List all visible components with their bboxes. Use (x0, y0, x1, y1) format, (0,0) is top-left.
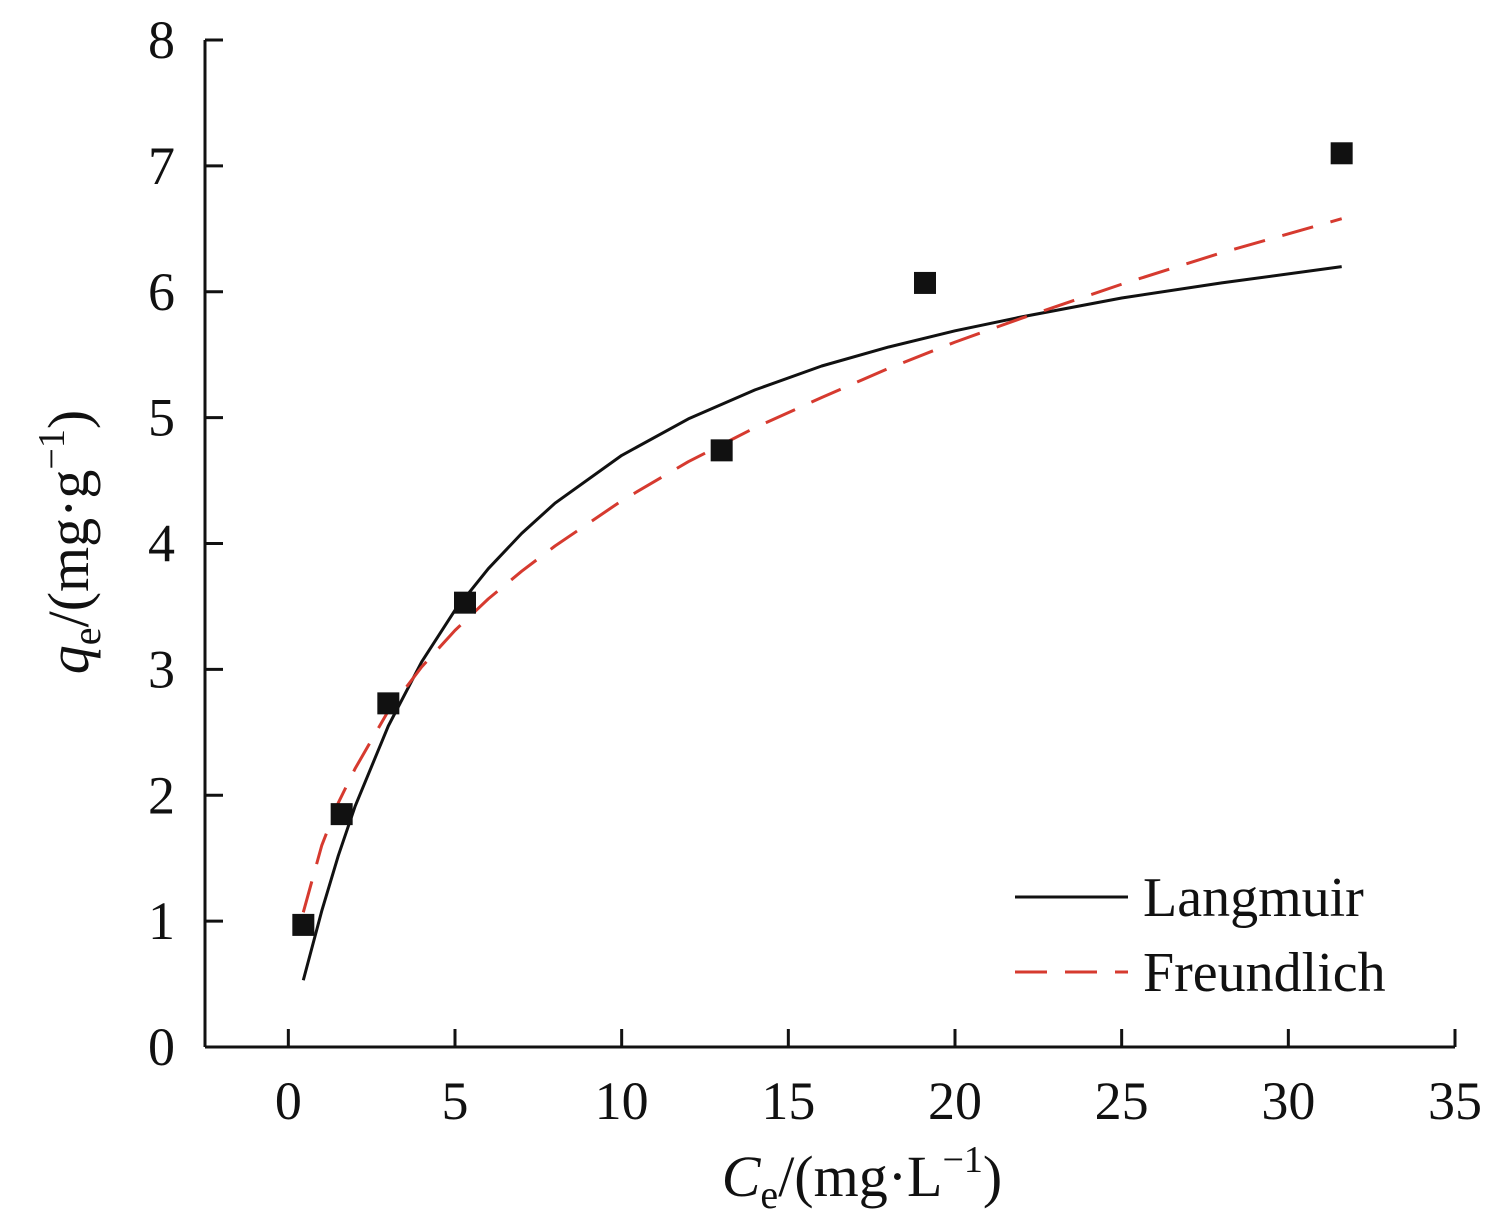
y-tick-label: 5 (148, 388, 175, 448)
y-tick-label: 1 (148, 891, 175, 951)
data-point (292, 913, 315, 936)
legend-label-freundlich: Freundlich (1143, 942, 1386, 1004)
x-tick-label: 25 (1095, 1071, 1149, 1131)
y-axis-title-close: ) (36, 410, 101, 429)
x-axis-title-symbol: C (722, 1144, 762, 1209)
series-line-langmuir (301, 265, 1342, 981)
data-point (914, 271, 936, 294)
data-points (292, 142, 1353, 936)
y-tick-label: 0 (148, 1017, 175, 1077)
data-point (454, 591, 476, 614)
y-tick-label: 7 (148, 136, 175, 196)
x-axis-title-sup: −1 (942, 1139, 982, 1181)
series-line-freundlich (301, 217, 1343, 913)
x-axis-title: Ce/(mg·L−1) (722, 1139, 1003, 1217)
y-axis-title-sup: −1 (31, 429, 73, 469)
fit-curves (301, 217, 1343, 981)
x-tick-label: 35 (1428, 1071, 1482, 1131)
y-tick-label: 4 (148, 514, 175, 574)
y-tick-label: 2 (148, 765, 175, 825)
y-tick-label: 3 (148, 639, 175, 699)
x-tick-label: 15 (761, 1071, 815, 1131)
data-point (1330, 142, 1353, 165)
data-point (377, 692, 400, 715)
x-tick-label: 10 (595, 1071, 649, 1131)
x-tick-label: 20 (928, 1071, 982, 1131)
y-axis-title-subscript: e (64, 627, 109, 645)
x-axis-title-unit: /(mg·L (778, 1144, 942, 1209)
data-point (710, 439, 733, 462)
legend-label-langmuir: Langmuir (1143, 867, 1364, 929)
y-axis-title-symbol: q (36, 645, 101, 674)
y-tick-label: 8 (148, 10, 175, 70)
data-point (330, 803, 353, 826)
y-tick-label: 6 (148, 262, 175, 322)
x-axis-title-close: ) (983, 1144, 1002, 1209)
x-tick-label: 5 (442, 1071, 469, 1131)
x-axis-title-subscript: e (760, 1172, 778, 1217)
legend: Langmuir Freundlich (1015, 867, 1386, 1004)
y-axis-title-unit: /(mg·g (36, 470, 101, 628)
axes: 0 1 2 3 4 5 6 7 8 0 5 10 15 20 25 30 35 (148, 10, 1482, 1131)
x-tick-label: 30 (1261, 1071, 1315, 1131)
y-axis-title: qe/(mg·g−1) (31, 410, 109, 674)
x-tick-label: 0 (275, 1071, 302, 1131)
